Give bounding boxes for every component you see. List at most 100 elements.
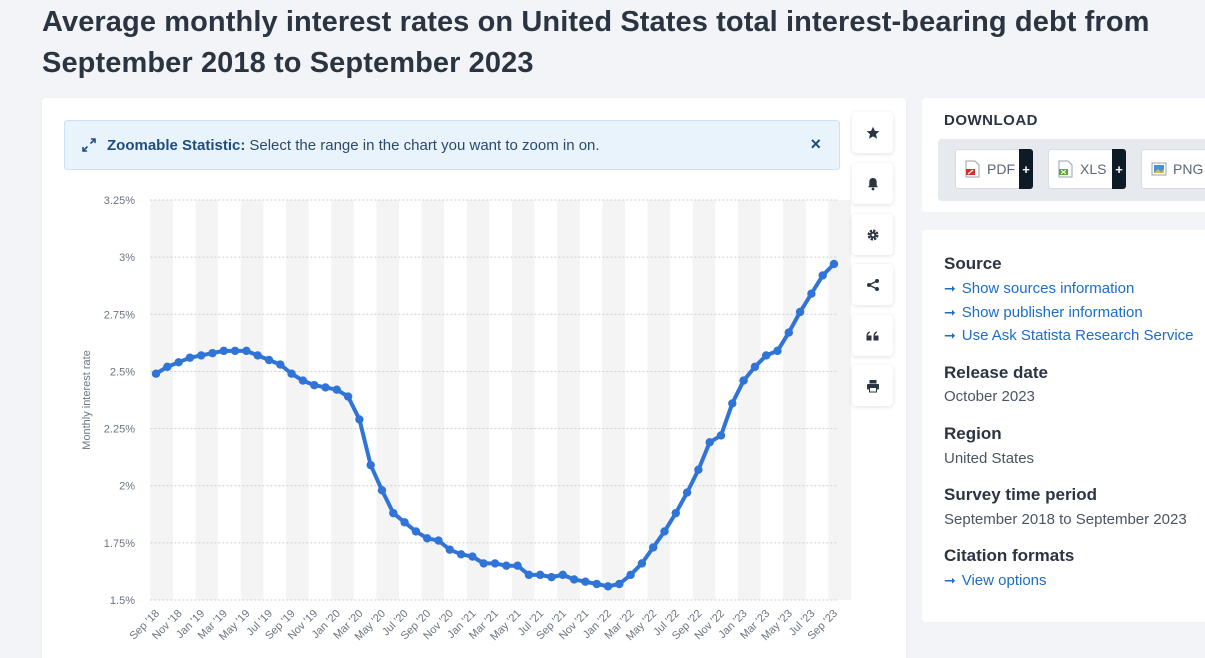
arrow-right-icon: ➞	[944, 280, 956, 296]
data-point	[558, 570, 567, 580]
data-point	[208, 348, 217, 358]
chart-band	[737, 200, 761, 600]
chart-band	[783, 200, 806, 600]
data-point	[434, 536, 443, 545]
print-icon	[866, 379, 879, 392]
survey-period-heading: Survey time period	[944, 485, 1098, 504]
image-file-icon	[1151, 162, 1167, 176]
bell-icon	[867, 177, 878, 190]
data-point	[151, 369, 161, 378]
data-point	[581, 577, 590, 586]
xls-more-button[interactable]: +	[1112, 149, 1126, 189]
y-tick-label: 2.5%	[110, 366, 135, 378]
chart-band	[376, 200, 399, 600]
chart-band	[285, 200, 309, 600]
citation-heading: Citation formats	[944, 546, 1075, 565]
download-xls-button[interactable]: XLS	[1048, 149, 1114, 189]
data-point	[479, 559, 488, 568]
chart-band	[466, 200, 490, 600]
research-service-label: Use Ask Statista Research Service	[961, 327, 1194, 344]
arrow-right-icon: ➞	[944, 304, 956, 320]
line-chart[interactable]: 1.5% 1.75% 2% 2.25% 2.5% 2.75% 3% 3.25% Monthly …	[42, 98, 906, 658]
data-point	[456, 550, 466, 559]
data-point	[355, 415, 364, 424]
arrow-right-icon: ➞	[944, 572, 956, 588]
close-icon[interactable]: ×	[810, 134, 821, 154]
data-point	[716, 431, 726, 440]
show-publisher-label: Show publisher information	[961, 304, 1143, 321]
pdf-file-icon	[965, 160, 980, 178]
download-pdf-button[interactable]: PDF	[955, 149, 1021, 189]
data-point	[660, 527, 669, 536]
y-tick-label: 1.75%	[104, 538, 135, 550]
chart-band	[511, 200, 535, 600]
data-point	[513, 561, 522, 570]
print-button[interactable]	[852, 365, 893, 406]
show-publisher-link[interactable]: ➞ Show publisher information	[944, 304, 1143, 321]
data-point	[649, 543, 658, 552]
view-options-label: View options	[961, 572, 1047, 589]
zoom-banner-text: Select the range in the chart you want t…	[249, 136, 600, 154]
download-strip: PDF + XLS + PNG	[938, 139, 1205, 201]
show-sources-label: Show sources information	[961, 280, 1135, 297]
share-icon	[866, 278, 879, 291]
data-point	[762, 351, 771, 360]
data-point	[739, 376, 748, 385]
data-point	[784, 328, 793, 337]
notification-button[interactable]	[852, 163, 893, 204]
data-point	[818, 271, 827, 280]
chart-band	[195, 200, 219, 600]
settings-button[interactable]	[852, 214, 893, 255]
data-point	[174, 358, 183, 367]
data-point	[445, 545, 454, 554]
region-heading: Region	[944, 424, 1002, 443]
data-point	[163, 362, 172, 372]
data-point	[230, 346, 240, 356]
show-sources-link[interactable]: ➞ Show sources information	[944, 280, 1134, 297]
data-point	[219, 346, 228, 356]
download-card: DOWNLOAD PDF + XLS + PNG	[922, 98, 1205, 212]
y-tick-label: 1.5%	[110, 595, 135, 607]
data-point	[705, 438, 714, 447]
data-point	[626, 570, 635, 580]
research-service-link[interactable]: ➞ Use Ask Statista Research Service	[944, 327, 1194, 344]
survey-period-value: September 2018 to September 2023	[944, 511, 1187, 528]
data-point	[728, 399, 737, 408]
png-label: PNG	[1173, 161, 1204, 177]
y-tick-label: 3%	[119, 252, 135, 264]
data-point	[400, 518, 409, 527]
data-point	[750, 362, 760, 372]
share-button[interactable]	[852, 264, 893, 305]
data-point	[366, 460, 375, 470]
data-point	[242, 346, 251, 356]
expand-icon	[82, 138, 96, 152]
view-options-link[interactable]: ➞ View options	[944, 572, 1047, 589]
data-point	[502, 561, 511, 570]
xls-label: XLS	[1080, 161, 1107, 177]
chart-band	[647, 200, 671, 600]
chart-band	[331, 200, 354, 600]
release-date-value: October 2023	[944, 388, 1035, 405]
cite-button[interactable]	[852, 315, 893, 356]
data-point	[682, 488, 692, 497]
download-png-button[interactable]: PNG	[1141, 149, 1205, 189]
data-point	[829, 259, 839, 269]
chart-band	[557, 200, 580, 600]
data-point	[773, 346, 782, 356]
zoom-banner-label: Zoomable Statistic:	[107, 136, 246, 154]
y-axis-title: Monthly interest rate	[81, 350, 93, 450]
favorite-button[interactable]	[852, 112, 893, 153]
chart-band	[692, 200, 716, 600]
pdf-more-button[interactable]: +	[1019, 149, 1033, 189]
data-point	[536, 570, 545, 580]
y-tick-label: 2.75%	[104, 309, 135, 321]
data-point	[807, 289, 816, 298]
page-title: Average monthly interest rates on United…	[42, 6, 1150, 79]
pdf-label: PDF	[987, 161, 1015, 177]
data-point	[694, 465, 703, 474]
data-point	[468, 552, 477, 561]
y-tick-label: 2.25%	[104, 424, 135, 436]
data-point	[671, 508, 680, 518]
data-point	[253, 351, 262, 360]
data-point	[547, 572, 556, 582]
